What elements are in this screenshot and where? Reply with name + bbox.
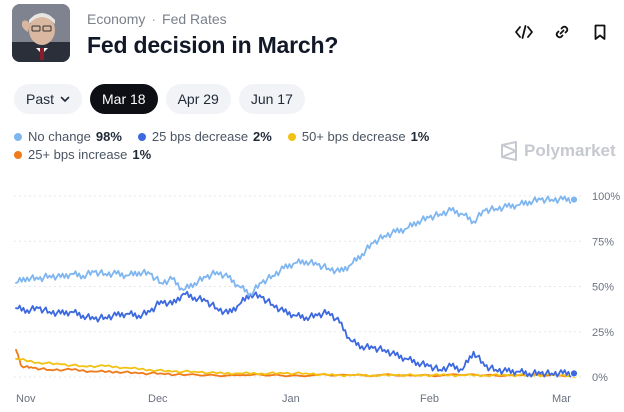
probability-chart: 100% 75% 50% 25% 0% Nov Dec Jan Feb Mar (14, 191, 620, 405)
legend-item-50-bps-decrease: 50+ bps decrease 1% (287, 128, 430, 146)
series-line-no-change (15, 195, 575, 297)
copy-link-button[interactable] (552, 22, 572, 42)
y-tick-label: 75% (592, 236, 614, 248)
series-line-25-bps-decrease (15, 290, 575, 378)
legend-value-25-bps-increase: 1% (132, 147, 152, 162)
market-thumbnail (12, 4, 70, 62)
legend-swatch-no-change (14, 133, 22, 141)
breadcrumb: Economy · Fed Rates (87, 11, 227, 27)
y-tick-label: 25% (592, 327, 614, 339)
legend-value-50-bps-decrease: 1% (410, 129, 430, 144)
date-tabs: Past Mar 18 Apr 29 Jun 17 (14, 84, 305, 114)
bookmark-icon (594, 24, 606, 40)
tab-jun-17-label: Jun 17 (250, 91, 293, 107)
watermark-text: Polymarket (524, 141, 616, 160)
legend-label-25-bps-increase: 25+ bps increase (28, 147, 128, 162)
tab-mar-18-label: Mar 18 (102, 91, 146, 107)
x-tick-label: Dec (148, 393, 168, 405)
x-tick-label: Nov (16, 393, 36, 405)
series-endpoint-25-bps-decrease (569, 369, 579, 378)
chart-legend: No change 98% 25 bps decrease 2% 50+ bps… (14, 128, 494, 164)
series-line-50-bps-decrease (15, 358, 575, 378)
legend-value-25-bps-decrease: 2% (253, 129, 272, 144)
tab-past-label: Past (26, 91, 55, 107)
link-icon (555, 25, 569, 39)
legend-item-25-bps-decrease: 25 bps decrease 2% (137, 128, 272, 146)
y-tick-label: 50% (592, 282, 614, 294)
legend-swatch-25-bps-decrease (137, 133, 146, 141)
tab-apr-29-label: Apr 29 (177, 91, 219, 107)
legend-swatch-50-bps-decrease (287, 133, 296, 141)
series-endpoint-no-change (569, 195, 579, 204)
legend-label-50-bps-decrease: 50+ bps decrease (301, 129, 406, 144)
legend-item-25-bps-increase: 25+ bps increase 1% (14, 146, 151, 164)
legend-item-no-change: No change 98% (14, 128, 122, 146)
breadcrumb-separator: · (151, 11, 157, 27)
x-tick-label: Feb (420, 393, 439, 405)
series-line-25-bps-increase (15, 348, 575, 378)
legend-value-no-change: 98% (95, 129, 122, 144)
tab-past[interactable]: Past (14, 84, 83, 114)
breadcrumb-item-economy[interactable]: Economy (87, 11, 146, 27)
legend-label-25-bps-decrease: 25 bps decrease (151, 129, 249, 144)
embed-button[interactable] (514, 22, 534, 42)
page-title: Fed decision in March? (87, 32, 339, 58)
x-tick-label: Jan (282, 393, 300, 405)
breadcrumb-item-fed-rates[interactable]: Fed Rates (162, 11, 227, 27)
legend-swatch-25-bps-increase (14, 151, 22, 159)
polymarket-logo-icon (501, 141, 517, 161)
y-tick-label: 0% (592, 372, 608, 384)
tab-mar-18[interactable]: Mar 18 (90, 84, 158, 114)
legend-label-no-change: No change (28, 129, 91, 144)
embed-icon (515, 25, 533, 39)
polymarket-watermark: Polymarket (500, 141, 616, 161)
header-actions (514, 22, 610, 42)
bookmark-button[interactable] (590, 22, 610, 42)
y-tick-label: 100% (592, 191, 620, 203)
tab-apr-29[interactable]: Apr 29 (165, 84, 231, 114)
chevron-down-icon (60, 96, 70, 102)
tab-jun-17[interactable]: Jun 17 (238, 84, 305, 114)
x-tick-label: Mar (552, 393, 571, 405)
